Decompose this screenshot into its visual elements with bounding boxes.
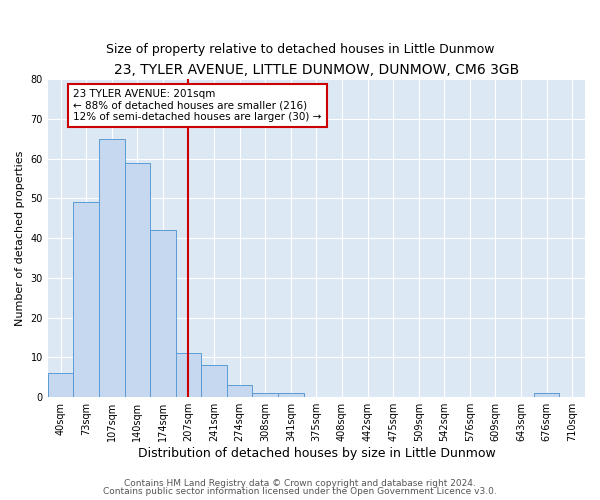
Text: Size of property relative to detached houses in Little Dunmow: Size of property relative to detached ho… [106, 42, 494, 56]
X-axis label: Distribution of detached houses by size in Little Dunmow: Distribution of detached houses by size … [137, 447, 495, 460]
Bar [125, 162, 150, 397]
Bar [201, 366, 227, 397]
Bar [253, 393, 278, 397]
Title: 23, TYLER AVENUE, LITTLE DUNMOW, DUNMOW, CM6 3GB: 23, TYLER AVENUE, LITTLE DUNMOW, DUNMOW,… [114, 62, 519, 76]
Bar [278, 393, 304, 397]
Bar [99, 138, 125, 397]
Y-axis label: Number of detached properties: Number of detached properties [15, 150, 25, 326]
Text: 23 TYLER AVENUE: 201sqm
← 88% of detached houses are smaller (216)
12% of semi-d: 23 TYLER AVENUE: 201sqm ← 88% of detache… [73, 89, 322, 122]
Text: Contains public sector information licensed under the Open Government Licence v3: Contains public sector information licen… [103, 487, 497, 496]
Bar [48, 374, 73, 397]
Bar [227, 386, 253, 397]
Bar [534, 393, 559, 397]
Bar [73, 202, 99, 397]
Bar [176, 354, 201, 397]
Text: Contains HM Land Registry data © Crown copyright and database right 2024.: Contains HM Land Registry data © Crown c… [124, 478, 476, 488]
Bar [150, 230, 176, 397]
